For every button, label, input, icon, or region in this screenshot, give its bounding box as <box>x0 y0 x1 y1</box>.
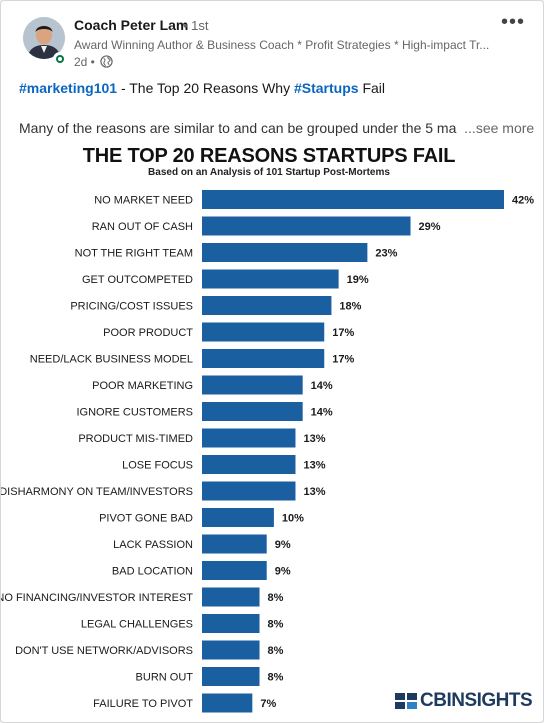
bar <box>202 561 267 580</box>
post-timestamp: 2d • <box>74 55 95 69</box>
bar <box>202 640 260 660</box>
bar <box>202 216 411 236</box>
category-label: POOR MARKETING <box>92 380 193 392</box>
more-options-icon[interactable]: ••• <box>501 11 526 33</box>
category-label: GET OUTCOMPETED <box>82 274 193 286</box>
bar <box>202 455 296 474</box>
bar <box>202 402 303 421</box>
post-body-text: Many of the reasons are similar to and c… <box>19 120 457 136</box>
bar <box>202 349 325 368</box>
category-label: BURN OUT <box>136 672 194 684</box>
category-label: NO FINANCING/INVESTOR INTEREST <box>1 592 193 604</box>
value-label: 17% <box>332 354 354 366</box>
author-avatar[interactable] <box>23 17 65 59</box>
value-label: 14% <box>311 380 333 392</box>
category-label: FAILURE TO PIVOT <box>93 698 193 710</box>
value-label: 13% <box>303 433 325 445</box>
value-label: 7% <box>260 698 276 710</box>
value-label: 13% <box>303 460 325 472</box>
category-label: IGNORE CUSTOMERS <box>76 407 193 419</box>
category-label: DISHARMONY ON TEAM/INVESTORS <box>1 486 193 498</box>
category-label: NO MARKET NEED <box>94 195 193 207</box>
value-label: 8% <box>268 592 284 604</box>
category-label: NEED/LACK BUSINESS MODEL <box>30 354 193 366</box>
author-name[interactable]: Coach Peter Lam <box>74 17 189 33</box>
value-label: 8% <box>268 672 284 684</box>
bar <box>202 269 339 289</box>
value-label: 19% <box>347 274 369 286</box>
post-text-mid: - The Top 20 Reasons Why <box>117 80 294 96</box>
value-label: 8% <box>268 619 284 631</box>
bar <box>202 693 253 713</box>
value-label: 8% <box>268 645 284 657</box>
bar <box>202 667 260 686</box>
bar <box>202 534 267 554</box>
hashtag-startups[interactable]: #Startups <box>293 80 359 96</box>
value-label: 23% <box>375 248 397 260</box>
chart-subtitle: Based on an Analysis of 101 Startup Post… <box>148 167 390 178</box>
post-text-end: Fail <box>358 80 386 96</box>
bar <box>202 508 274 527</box>
value-label: 9% <box>275 539 291 551</box>
value-label: 10% <box>282 513 304 525</box>
brand-name: CBINSIGHTS <box>420 690 533 711</box>
value-label: 14% <box>311 407 333 419</box>
post-text-line: #marketing101 - The Top 20 Reasons Why #… <box>19 80 385 96</box>
category-label: PRICING/COST ISSUES <box>70 301 193 313</box>
category-label: LOSE FOCUS <box>122 460 193 472</box>
bar <box>202 190 504 209</box>
chart-title: THE TOP 20 REASONS STARTUPS FAIL <box>82 145 456 167</box>
bar <box>202 375 303 395</box>
category-label: BAD LOCATION <box>112 566 193 578</box>
category-label: PRODUCT MIS-TIMED <box>78 433 193 445</box>
online-status-icon <box>53 52 67 66</box>
bar-chart[interactable]: NO MARKET NEED 42% RAN OUT OF CASH 29% NOT T… <box>1 141 541 716</box>
category-label: POOR PRODUCT <box>103 327 193 339</box>
bar <box>202 614 260 633</box>
cbinsights-mark-icon <box>395 693 417 709</box>
value-label: 9% <box>275 566 291 578</box>
globe-icon <box>100 55 113 68</box>
value-label: 29% <box>419 221 441 233</box>
cbinsights-logo: CBINSIGHTS <box>393 689 533 713</box>
category-label: PIVOT GONE BAD <box>99 513 193 525</box>
bar <box>202 587 260 607</box>
author-headline: Award Winning Author & Business Coach * … <box>74 38 490 52</box>
value-label: 18% <box>339 301 361 313</box>
hashtag-marketing101[interactable]: #marketing101 <box>19 80 118 96</box>
bar <box>202 243 368 262</box>
bar <box>202 428 296 448</box>
connection-degree: • 1st <box>183 18 209 33</box>
category-label: RAN OUT OF CASH <box>92 221 193 233</box>
bar <box>202 481 296 501</box>
value-label: 42% <box>512 195 534 207</box>
category-label: LACK PASSION <box>113 539 193 551</box>
profile-photo-icon <box>23 17 65 59</box>
bar <box>202 296 332 315</box>
category-label: NOT THE RIGHT TEAM <box>75 248 193 260</box>
category-label: DON'T USE NETWORK/ADVISORS <box>15 645 193 657</box>
category-label: LEGAL CHALLENGES <box>81 619 193 631</box>
bar <box>202 322 325 342</box>
see-more-link[interactable]: ...see more <box>464 120 535 136</box>
post-body: Many of the reasons are similar to and c… <box>19 120 534 136</box>
value-label: 13% <box>303 486 325 498</box>
value-label: 17% <box>332 327 354 339</box>
